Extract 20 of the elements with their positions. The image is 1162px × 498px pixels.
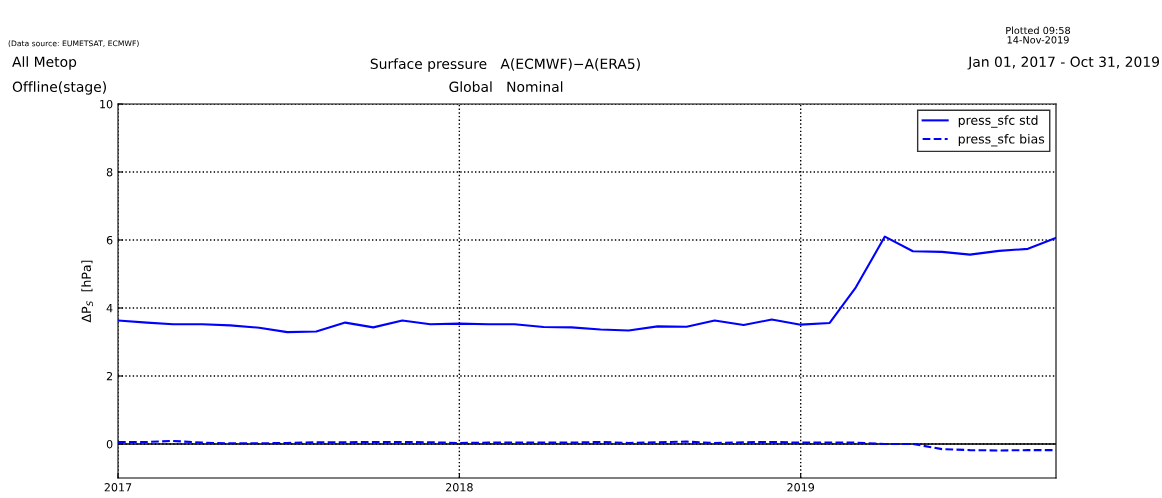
line-series xyxy=(118,439,1056,452)
chart-title: Surface pressure A(ECMWF)−A(ERA5) xyxy=(370,58,640,72)
text: Plotted 09:58 14-Nov-2019 xyxy=(1006,26,1071,44)
text: Offline(stage) xyxy=(12,81,106,95)
y-tick-label: 10 xyxy=(100,99,113,109)
x-tick-label: 2019 xyxy=(787,483,815,492)
y-tick-label: 0 xyxy=(106,439,113,449)
y-tick-label: 8 xyxy=(106,167,113,177)
chart-subtitle: Global Nominal xyxy=(449,81,563,93)
legend-label: press_sfc std xyxy=(958,115,1038,128)
y-tick-label: 6 xyxy=(106,235,113,245)
legend-label: press_sfc bias xyxy=(958,133,1045,147)
x-tick-label: 2018 xyxy=(446,483,473,492)
y-tick-label: 2 xyxy=(106,371,113,381)
line-series xyxy=(118,235,1056,334)
text: All Metop xyxy=(12,56,77,70)
y-axis-title: ΔP$_{S}$ [hPa] xyxy=(81,260,94,323)
x-tick-label: 2017 xyxy=(104,483,132,492)
text: Jan 01, 2017 - Oct 31, 2019 xyxy=(967,56,1160,70)
y-tick-label: 4 xyxy=(106,304,113,313)
